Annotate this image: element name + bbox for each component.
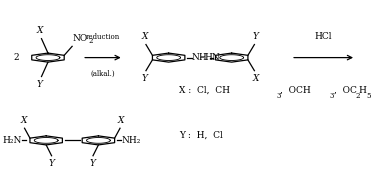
- Text: reduction: reduction: [86, 33, 120, 41]
- Text: X: X: [141, 32, 148, 41]
- Text: –: –: [200, 53, 204, 62]
- Text: NO: NO: [72, 34, 87, 43]
- Text: X :  Cl,  CH: X : Cl, CH: [179, 86, 231, 94]
- Text: Y: Y: [90, 159, 96, 168]
- Text: H: H: [359, 86, 367, 94]
- Text: NH: NH: [192, 53, 208, 62]
- Text: X: X: [118, 116, 124, 125]
- Text: Y :  H,  Cl: Y : H, Cl: [179, 130, 223, 140]
- Text: HCl: HCl: [315, 32, 332, 41]
- Text: Y: Y: [141, 74, 148, 83]
- Text: ,  OCH: , OCH: [280, 86, 311, 94]
- Text: (alkal.): (alkal.): [91, 70, 115, 78]
- Text: ,  OC: , OC: [334, 86, 356, 94]
- Text: HN: HN: [204, 53, 220, 62]
- Text: X: X: [253, 74, 259, 83]
- Text: 3: 3: [276, 92, 280, 100]
- Text: 2: 2: [89, 37, 93, 45]
- Text: 2: 2: [14, 53, 19, 62]
- Text: Y: Y: [253, 32, 259, 41]
- Text: 3: 3: [329, 92, 334, 100]
- Text: Y: Y: [37, 80, 43, 89]
- Text: X: X: [37, 26, 43, 35]
- Text: 2: 2: [355, 92, 360, 100]
- Text: H₂N: H₂N: [2, 136, 22, 145]
- Text: Y: Y: [49, 159, 55, 168]
- Text: X: X: [20, 116, 27, 125]
- Text: 5: 5: [367, 92, 371, 100]
- Text: NH₂: NH₂: [122, 136, 141, 145]
